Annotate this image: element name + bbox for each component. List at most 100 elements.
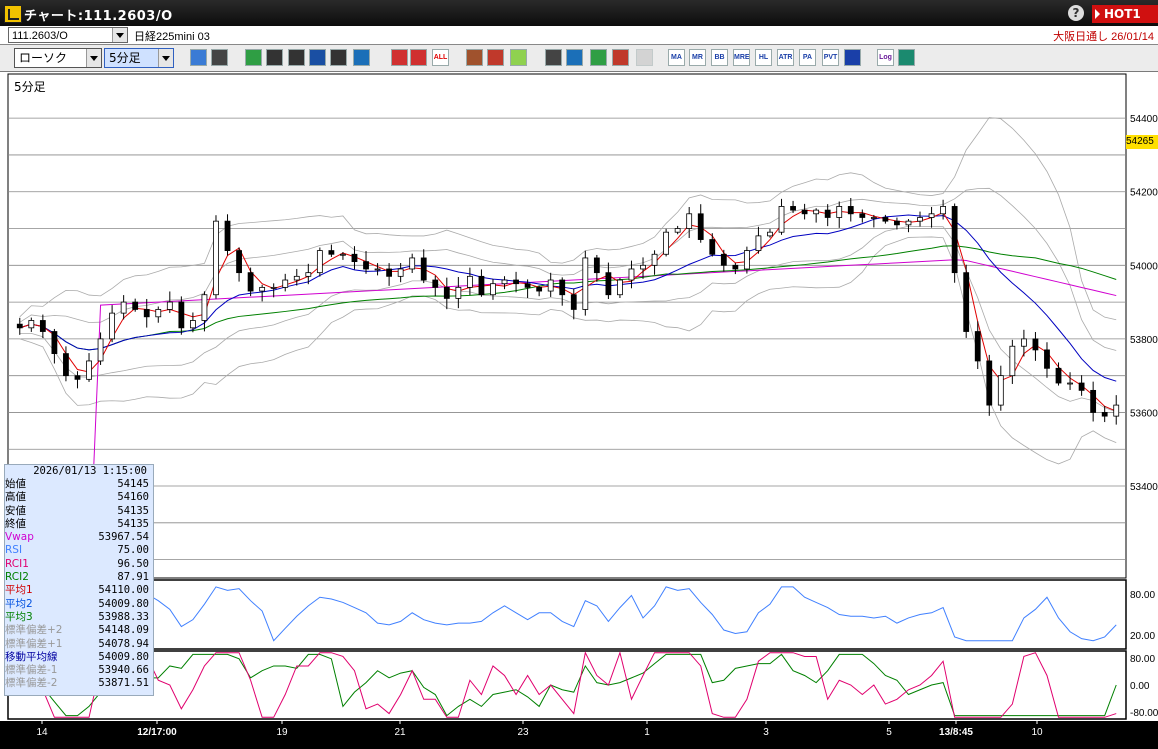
candle-body [605, 272, 612, 296]
help-icon[interactable]: ? [1068, 5, 1084, 21]
candle-body [743, 250, 750, 270]
candle-body [559, 279, 566, 296]
price-axis-label: 53800 [1130, 335, 1158, 346]
info-key: 高値 [5, 491, 26, 504]
pen-icon[interactable] [245, 49, 262, 66]
crosshair-icon[interactable] [211, 49, 228, 66]
mre-icon[interactable]: MRE [733, 49, 750, 66]
ma-slow-line [19, 245, 1117, 351]
chart-type-select[interactable]: ローソク [14, 48, 102, 68]
candle-body [455, 286, 462, 299]
candle-body [328, 250, 335, 255]
memo-icon[interactable] [330, 49, 347, 66]
info-row: 高値 54160 [5, 491, 153, 504]
bb-icon[interactable]: BB [711, 49, 728, 66]
candle-body [120, 301, 127, 314]
zoom-icon[interactable] [190, 49, 207, 66]
settings-icon[interactable] [466, 49, 483, 66]
info-row: 標準偏差-1 53940.66 [5, 664, 153, 677]
log-icon[interactable]: Log [877, 49, 894, 66]
candle-body [166, 301, 173, 310]
candle-body [74, 375, 81, 380]
info-row: 標準偏差+1 54078.94 [5, 638, 153, 651]
app-chart-icon [4, 5, 22, 23]
para-icon[interactable]: PA [799, 49, 816, 66]
time-axis-label: 1 [644, 727, 650, 738]
info-value: 54135 [117, 517, 149, 530]
candle-body [259, 286, 266, 292]
candle-body [790, 206, 796, 211]
chevron-down-icon[interactable] [86, 49, 101, 67]
info-value: 96.50 [117, 557, 149, 570]
chart-area[interactable]: 54400 54200 54000 53800 53600 53400 80.00 20.00… [0, 72, 1158, 749]
timeframe-value: 5分足 [109, 51, 141, 65]
candle-body [132, 301, 139, 310]
candle-body [686, 213, 693, 229]
candle-body [882, 217, 889, 222]
chevron-down-icon[interactable] [112, 28, 127, 42]
timeframe-select[interactable]: 5分足 [104, 48, 174, 68]
info-key: 平均1 [5, 584, 33, 597]
link-icon[interactable] [266, 49, 283, 66]
trash-icon[interactable] [353, 49, 370, 66]
candle-body [640, 264, 646, 270]
info-key: RSI [5, 544, 23, 557]
layout-icon[interactable] [590, 49, 607, 66]
candle-body [917, 217, 923, 222]
export-icon[interactable] [545, 49, 562, 66]
draw-icon[interactable] [309, 49, 326, 66]
candle-body [213, 220, 219, 296]
candle-body [697, 213, 704, 240]
session-label: 大阪日通し 26/01/14 [1053, 31, 1154, 43]
candle-body [224, 220, 231, 251]
candle-body [951, 206, 958, 274]
candle-body [663, 231, 670, 255]
candle-body [189, 320, 196, 329]
rci1-line [19, 650, 1117, 718]
exit-icon[interactable] [898, 49, 915, 66]
info-value: 53871.51 [98, 677, 149, 690]
candle-body [1032, 338, 1039, 351]
disabled-icon[interactable] [636, 49, 653, 66]
pvt-icon[interactable]: PVT [822, 49, 839, 66]
candle-right-icon[interactable] [410, 49, 427, 66]
info-key: 標準偏差+1 [5, 637, 63, 650]
candle-body [501, 279, 508, 285]
rci-axis-label: 80.00 [1130, 654, 1155, 665]
info-key: 標準偏差+2 [5, 624, 63, 637]
candle-left-icon[interactable] [391, 49, 408, 66]
hot-button[interactable]: HOT1 [1092, 5, 1158, 23]
mr-icon[interactable]: MR [689, 49, 706, 66]
search-icon[interactable] [566, 49, 583, 66]
candle-body [351, 253, 358, 263]
tool-icon[interactable] [487, 49, 504, 66]
candle-body [178, 301, 185, 329]
candle-body [905, 220, 912, 226]
candle-body [363, 261, 369, 270]
candle-body [201, 294, 208, 321]
hl-icon[interactable]: HL [755, 49, 772, 66]
ma-icon[interactable]: MA [668, 49, 685, 66]
info-rows: 始値 54145 高値 54160 安値 54135 終値 54135 Vwap 53967.54… [5, 478, 153, 691]
pointer-icon[interactable] [288, 49, 305, 66]
candle-body [316, 250, 323, 274]
box-icon[interactable] [844, 49, 861, 66]
candle-body [674, 228, 681, 233]
info-value: 54009.80 [98, 597, 149, 610]
candle-body [547, 279, 554, 292]
color-icon[interactable] [510, 49, 527, 66]
candle-body [1067, 382, 1073, 385]
symbol-select[interactable]: 111.2603/O [8, 27, 128, 43]
all-icon[interactable]: ALL [432, 49, 449, 66]
chart-canvas[interactable]: 54400 54200 54000 53800 53600 53400 80.00 20.00… [0, 72, 1158, 749]
compare-icon[interactable] [612, 49, 629, 66]
info-row: RSI 75.00 [5, 544, 153, 557]
candle-body [836, 206, 843, 218]
info-row: 移動平均線 54009.80 [5, 651, 153, 664]
candle-body [755, 235, 762, 251]
info-value: 54160 [117, 491, 149, 504]
candle-body [86, 360, 92, 380]
atr-icon[interactable]: ATR [777, 49, 794, 66]
chevron-down-icon[interactable] [158, 49, 173, 67]
candle-body [824, 209, 831, 218]
